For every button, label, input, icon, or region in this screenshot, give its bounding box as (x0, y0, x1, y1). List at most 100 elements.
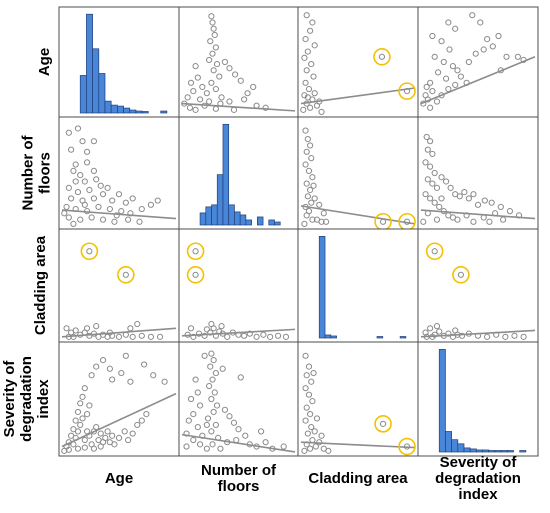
scatter-point (456, 193, 463, 200)
scatter-point (212, 44, 219, 51)
scatter-point (204, 415, 212, 422)
histogram-bar (500, 450, 508, 453)
scatter-point (113, 212, 120, 219)
scatter-point (104, 184, 111, 191)
scatter-point (208, 428, 215, 435)
histogram-bar (129, 109, 137, 114)
scatter-point (134, 421, 141, 429)
scatter-point (253, 333, 260, 340)
scatter-point (465, 58, 472, 66)
scatter-point (422, 191, 429, 198)
scatter-point (207, 363, 214, 370)
scatter-point (445, 19, 452, 26)
scatter-point (86, 402, 93, 409)
scatter-point (83, 148, 91, 155)
scatter-point (318, 432, 325, 439)
scatter-point (140, 361, 148, 368)
cell-severity-of-degradation-index-vs-cladding-area (297, 341, 419, 457)
scatter-point (470, 191, 477, 198)
scatter-point (433, 184, 441, 191)
histogram-bar (256, 216, 264, 226)
scatter-point (304, 94, 311, 101)
outlier-highlight-circle (80, 242, 99, 261)
scatter-point (136, 218, 143, 225)
scatter-point (72, 178, 79, 185)
scatter-point (226, 65, 233, 72)
outlier-highlight-circle (186, 265, 205, 284)
scatter-point (129, 333, 136, 340)
scatter-point (310, 182, 317, 189)
scatter-point (109, 432, 116, 439)
cell-frame (178, 228, 299, 343)
scatter-point (431, 53, 438, 60)
scatter-point (190, 411, 197, 418)
scatter-point (303, 212, 310, 219)
matrix-cells (58, 6, 539, 457)
scatter-point (72, 417, 79, 424)
scatter-point (226, 98, 233, 105)
scatter-point (206, 56, 213, 64)
outlier-point (403, 88, 411, 95)
histogram-bar (222, 123, 230, 226)
scatter-point (242, 432, 249, 439)
scatter-point (302, 127, 309, 134)
cell-number-of-floors-vs-number-of-floors (178, 116, 299, 230)
scatter-point (106, 205, 113, 213)
scatter-point (134, 320, 141, 328)
histogram-bar (234, 211, 241, 226)
scatter-point (77, 216, 84, 223)
histogram-bar (519, 450, 527, 453)
scatter-point (147, 333, 155, 340)
outlier-point (378, 53, 386, 60)
scatter-point (452, 327, 459, 334)
cell-frame (297, 6, 419, 118)
scatter-point (77, 421, 84, 429)
scatter-point (93, 323, 100, 330)
cell-frame (417, 116, 539, 230)
scatter-point (212, 85, 219, 93)
row-label-line: Age (36, 48, 53, 76)
scatter-point (156, 333, 164, 340)
scatter-point (262, 439, 269, 446)
scatter-point (302, 385, 309, 392)
scatter-point (109, 376, 116, 383)
outlier-point (431, 248, 438, 255)
scatter-point (219, 365, 226, 372)
scatter-point (307, 142, 314, 149)
scatter-point (192, 106, 199, 113)
scatter-point (194, 389, 201, 396)
outlier-highlight-circle (452, 265, 470, 284)
scatter-point (218, 94, 225, 101)
scatter-point (457, 73, 464, 80)
scatter-point (506, 208, 514, 215)
scatter-point (302, 79, 309, 86)
scatter-point (470, 218, 477, 225)
scatter-point (311, 90, 318, 97)
cell-frame (417, 228, 539, 343)
scatter-point (218, 323, 225, 330)
scatter-point (79, 415, 86, 422)
cell-number-of-floors-vs-age (58, 116, 180, 230)
scatter-point (514, 53, 522, 60)
scatter-point (99, 357, 107, 364)
histogram-bar (123, 107, 131, 114)
row-label-age: Age (36, 48, 53, 76)
scatter-point (125, 436, 132, 444)
scatter-point (445, 330, 452, 337)
scatter-point (208, 79, 215, 86)
histogram-bar (86, 13, 93, 114)
scatter-point (127, 378, 134, 385)
scatter-point (210, 25, 217, 32)
scatter-point (422, 329, 429, 336)
scatter-point (212, 369, 219, 377)
fit-line (300, 87, 416, 105)
scatter-point (208, 13, 215, 20)
scatter-point (216, 73, 223, 80)
scatter-point (185, 417, 192, 424)
scatter-point (427, 163, 434, 170)
row-label-number-of-floors: Number offloors (20, 134, 54, 210)
column-label-cladding-area: Cladding area (308, 470, 408, 487)
scatter-point (213, 60, 221, 68)
scatter-point (209, 19, 216, 26)
